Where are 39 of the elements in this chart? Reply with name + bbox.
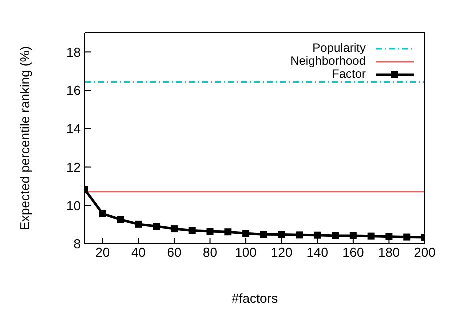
point [278,231,286,238]
point [224,228,232,236]
x-tick-label: 60 [167,245,182,260]
point [206,228,214,236]
point [332,232,340,240]
point [404,234,411,241]
x-tick-label: 120 [270,245,293,260]
point [386,233,393,240]
y-tick-label: 18 [66,44,81,60]
x-tick-label: 200 [414,245,436,260]
x-tick-label: 80 [203,245,218,260]
point [350,232,357,240]
y-tick-label: 16 [66,83,81,98]
x-tick-label: 180 [378,245,400,260]
legend-label: Popularity [312,41,366,55]
point [170,226,178,233]
y-tick-label: 8 [74,236,81,252]
point [99,210,106,218]
x-tick-label: 40 [131,245,146,260]
point [260,231,268,238]
point [188,227,196,234]
point [242,230,250,238]
y-tick-label: 12 [66,160,81,175]
legend-label: Factor [332,67,366,81]
x-tick-label: 140 [306,245,328,260]
point [117,216,124,224]
legend-label: Neighborhood [290,54,366,68]
x-axis-title: #factors [232,291,279,306]
point [368,232,375,240]
point [314,232,322,239]
x-tick-label: 160 [342,245,364,260]
x-tick-label: 20 [96,245,110,260]
point [296,232,304,239]
y-tick-label: 10 [66,198,81,214]
y-axis-title: Expected percentile ranking (%) [18,46,33,231]
point [135,220,142,228]
x-tick-label: 100 [235,245,257,260]
y-tick-label: 14 [66,122,81,137]
point [153,223,160,230]
